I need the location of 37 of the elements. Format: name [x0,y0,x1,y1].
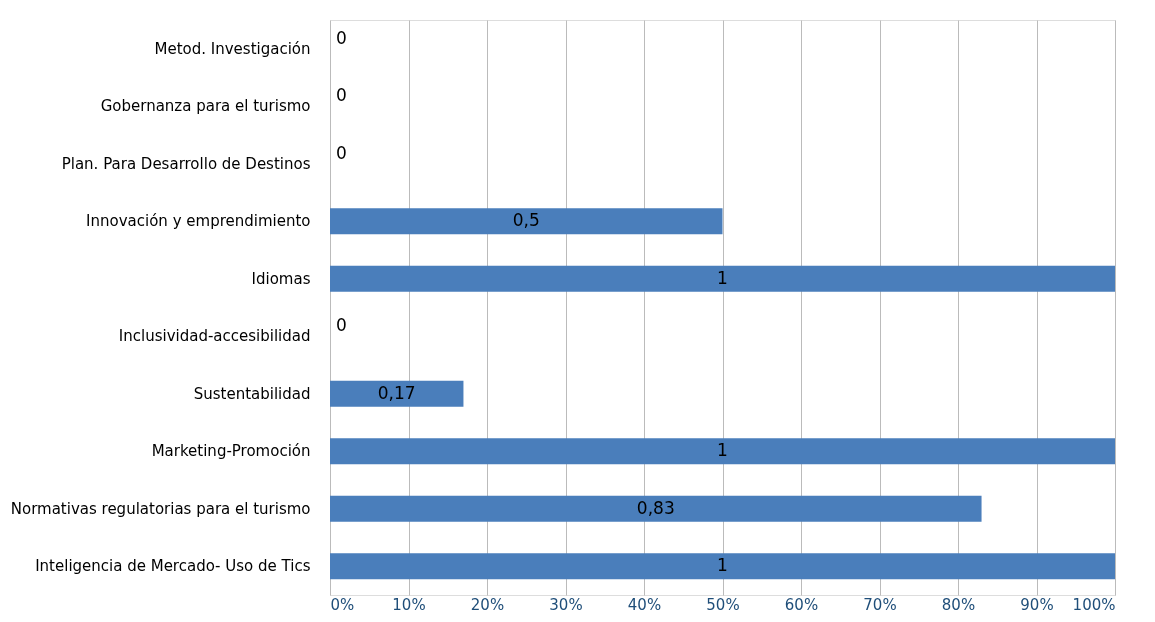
data-label: 0 [336,142,347,163]
bar [330,380,464,407]
x-tick-label: 80% [941,595,976,614]
data-label: 0 [336,27,347,48]
x-tick-label: 70% [863,595,897,614]
bar [330,495,982,522]
y-tick-label: Idiomas [251,269,311,288]
y-tick-label: Gobernanza para el turismo [100,97,311,116]
bar [330,208,723,235]
bar [330,553,1115,580]
x-tick-label: 0% [330,595,355,614]
y-tick-label: Marketing-Promoción [151,442,311,461]
bar [330,265,1115,292]
bar [330,438,1115,465]
y-tick-label: Normativas regulatorias para el turismo [10,499,311,518]
y-tick-label: Sustentabilidad [193,384,311,403]
y-tick-label: Inteligencia de Mercado- Uso de Tics [35,557,311,576]
data-label: 0,5 [512,210,540,231]
data-label: 0 [336,85,347,106]
x-tick-label: 10% [392,595,426,614]
data-label: 1 [717,440,728,461]
y-tick-label: Inclusividad-accesibilidad [118,327,311,346]
x-tick-label: 40% [627,595,662,614]
x-tick-label: 100% [1072,595,1116,614]
data-label: 0 [336,315,347,336]
x-tick-label: 50% [706,595,740,614]
x-tick-label: 60% [784,595,819,614]
y-tick-label: Metod. Investigación [154,39,311,58]
data-label: 1 [717,267,728,288]
data-label: 0,17 [377,382,416,403]
y-tick-label: Innovación y emprendimiento [86,212,311,231]
x-tick-label: 90% [1020,595,1054,614]
data-label: 0,83 [636,497,675,518]
y-tick-label: Plan. Para Desarrollo de Destinos [61,154,311,173]
x-tick-label: 30% [549,595,583,614]
x-tick-label: 20% [470,595,505,614]
data-label: 1 [717,555,728,576]
